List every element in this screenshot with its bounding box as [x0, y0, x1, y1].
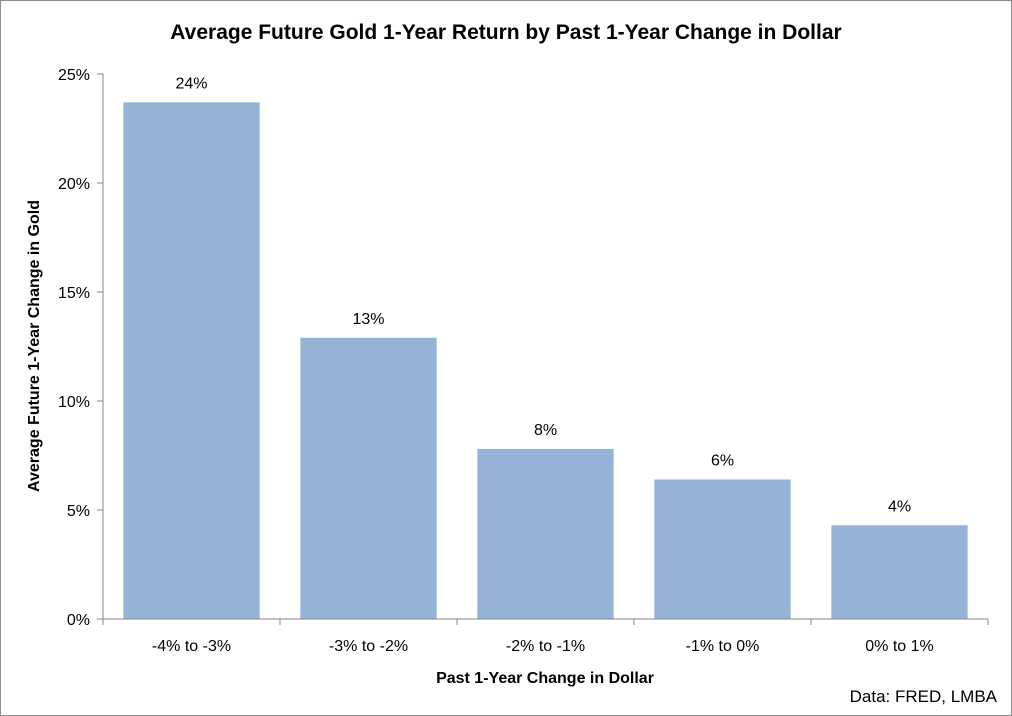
data-label: 13%	[352, 311, 384, 328]
x-tick-label: -2% to -1%	[506, 638, 585, 655]
x-tick-label: -1% to 0%	[686, 638, 760, 655]
bar	[300, 337, 437, 619]
source-note: Data: FRED, LMBA	[850, 687, 998, 706]
bar	[477, 448, 614, 619]
y-axis-title: Average Future 1-Year Change in Gold	[26, 200, 43, 492]
x-tick-label: -4% to -3%	[152, 638, 231, 655]
bar	[831, 525, 968, 619]
data-label: 4%	[888, 498, 911, 515]
y-tick-label: 5%	[67, 503, 90, 520]
y-tick-label: 15%	[58, 285, 90, 302]
x-tick-label: -3% to -2%	[329, 638, 408, 655]
data-label: 6%	[711, 452, 734, 469]
y-tick-label: 0%	[67, 612, 90, 629]
data-label: 8%	[534, 422, 557, 439]
data-label: 24%	[175, 75, 207, 92]
bar	[123, 102, 260, 620]
bars-group: 24% 13% 8% 6% 4%	[123, 75, 968, 620]
chart-title: Average Future Gold 1-Year Return by Pas…	[170, 21, 841, 44]
y-tick-label: 20%	[58, 176, 90, 193]
x-axis: -4% to -3% -3% to -2% -2% to -1% -1% to 0% 0…	[102, 618, 989, 655]
x-axis-title: Past 1-Year Change in Dollar	[436, 670, 654, 687]
bar	[654, 479, 791, 619]
y-tick-label: 25%	[58, 67, 90, 84]
y-tick-label: 10%	[58, 394, 90, 411]
y-axis: 0% 5% 10% 15% 20% 25%	[58, 67, 104, 629]
x-tick-label: 0% to 1%	[865, 638, 933, 655]
